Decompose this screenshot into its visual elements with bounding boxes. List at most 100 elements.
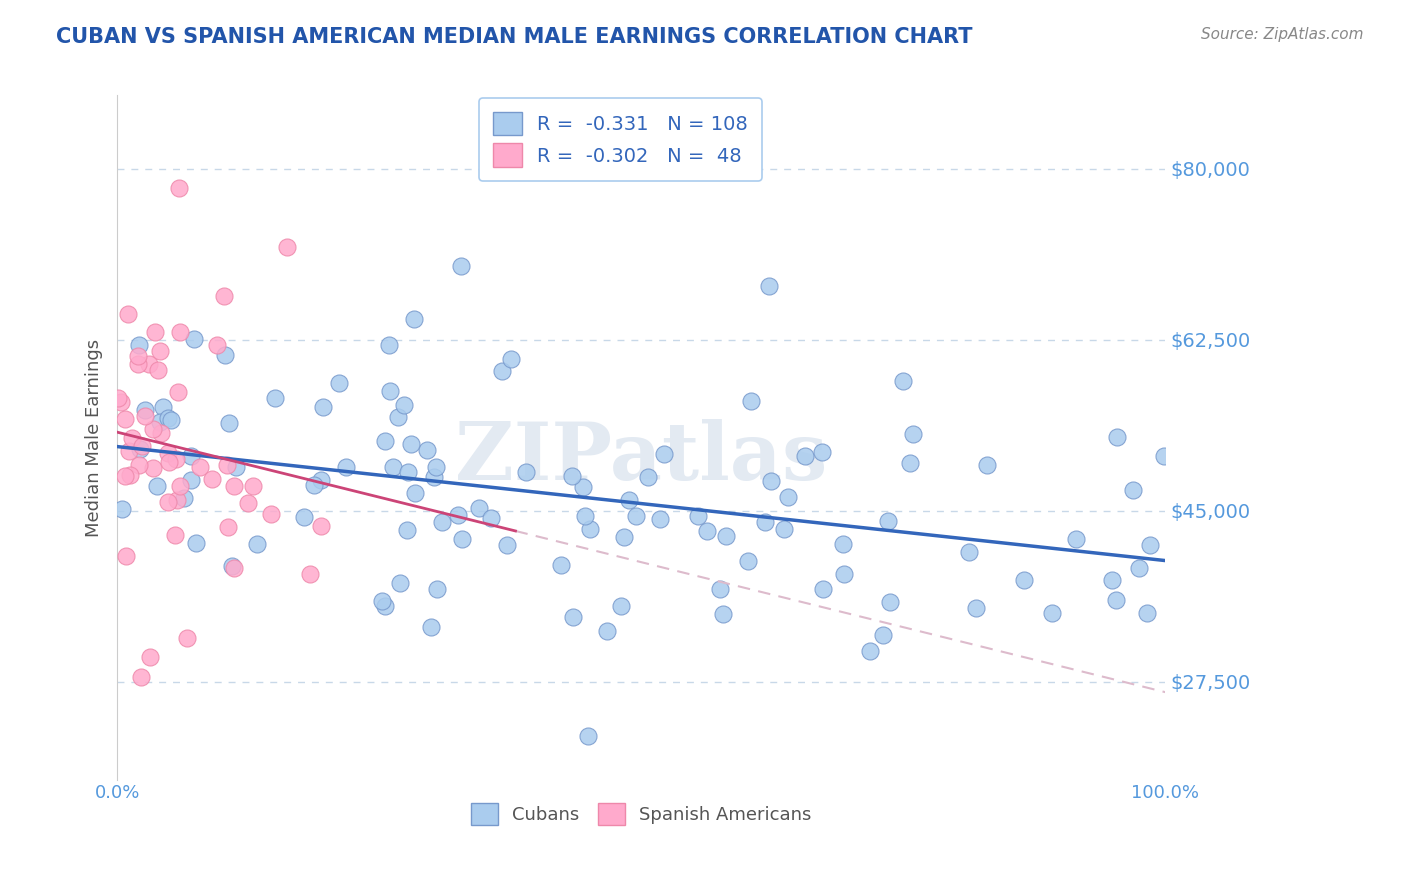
- Point: [221, 559, 243, 574]
- Point: [212, 288, 235, 302]
- Point: [335, 459, 357, 474]
- Point: [496, 538, 519, 552]
- Point: [138, 357, 160, 371]
- Point: [309, 519, 332, 533]
- Point: [328, 376, 350, 390]
- Point: [794, 449, 817, 463]
- Point: [312, 401, 335, 415]
- Point: [758, 279, 780, 293]
- Point: [143, 326, 166, 340]
- Point: [260, 507, 283, 521]
- Point: [648, 512, 671, 526]
- Point: [180, 449, 202, 463]
- Point: [128, 338, 150, 352]
- Point: [169, 325, 191, 339]
- Point: [759, 474, 782, 488]
- Point: [176, 631, 198, 645]
- Point: [129, 670, 152, 684]
- Point: [773, 522, 796, 536]
- Y-axis label: Median Male Earnings: Median Male Earnings: [86, 338, 103, 536]
- Point: [149, 343, 172, 358]
- Point: [709, 582, 731, 596]
- Point: [901, 427, 924, 442]
- Point: [167, 384, 190, 399]
- Point: [426, 582, 449, 596]
- Point: [396, 466, 419, 480]
- Point: [447, 508, 470, 523]
- Point: [167, 181, 190, 195]
- Point: [114, 469, 136, 483]
- Point: [111, 502, 134, 516]
- Point: [374, 599, 396, 613]
- Point: [382, 459, 405, 474]
- Point: [1105, 593, 1128, 607]
- Point: [574, 508, 596, 523]
- Point: [430, 515, 453, 529]
- Point: [217, 520, 239, 534]
- Point: [225, 460, 247, 475]
- Point: [121, 431, 143, 445]
- Point: [205, 337, 228, 351]
- Point: [246, 537, 269, 551]
- Point: [134, 409, 156, 423]
- Point: [876, 514, 898, 528]
- Point: [499, 351, 522, 366]
- Point: [217, 458, 239, 473]
- Point: [596, 624, 619, 638]
- Point: [696, 524, 718, 538]
- Point: [1040, 607, 1063, 621]
- Point: [879, 595, 901, 609]
- Point: [451, 533, 474, 547]
- Point: [299, 567, 322, 582]
- Point: [1107, 430, 1129, 444]
- Point: [626, 509, 648, 524]
- Text: Source: ZipAtlas.com: Source: ZipAtlas.com: [1201, 27, 1364, 42]
- Point: [479, 510, 502, 524]
- Point: [415, 442, 437, 457]
- Point: [309, 474, 332, 488]
- Point: [716, 529, 738, 543]
- Point: [392, 398, 415, 412]
- Point: [242, 479, 264, 493]
- Point: [965, 601, 987, 615]
- Point: [387, 410, 409, 425]
- Point: [389, 576, 412, 591]
- Point: [115, 549, 138, 563]
- Point: [1128, 561, 1150, 575]
- Point: [1136, 606, 1159, 620]
- Point: [165, 528, 187, 542]
- Point: [128, 458, 150, 472]
- Point: [686, 509, 709, 524]
- Point: [1139, 538, 1161, 552]
- Point: [149, 425, 172, 440]
- Point: [118, 467, 141, 482]
- Point: [737, 554, 759, 568]
- Point: [1012, 573, 1035, 587]
- Point: [831, 537, 853, 551]
- Point: [891, 375, 914, 389]
- Point: [156, 494, 179, 508]
- Point: [378, 384, 401, 398]
- Point: [276, 240, 298, 254]
- Point: [450, 260, 472, 274]
- Point: [214, 348, 236, 362]
- Point: [579, 522, 602, 536]
- Point: [131, 439, 153, 453]
- Point: [423, 470, 446, 484]
- Point: [811, 445, 834, 459]
- Point: [404, 311, 426, 326]
- Text: CUBAN VS SPANISH AMERICAN MEDIAN MALE EARNINGS CORRELATION CHART: CUBAN VS SPANISH AMERICAN MEDIAN MALE EA…: [56, 27, 973, 46]
- Point: [859, 644, 882, 658]
- Point: [811, 582, 834, 596]
- Point: [832, 567, 855, 582]
- Point: [572, 480, 595, 494]
- Point: [146, 479, 169, 493]
- Point: [152, 401, 174, 415]
- Point: [550, 558, 572, 572]
- Point: [142, 460, 165, 475]
- Point: [127, 349, 149, 363]
- Point: [149, 415, 172, 429]
- Point: [114, 412, 136, 426]
- Point: [165, 452, 187, 467]
- Point: [218, 416, 240, 430]
